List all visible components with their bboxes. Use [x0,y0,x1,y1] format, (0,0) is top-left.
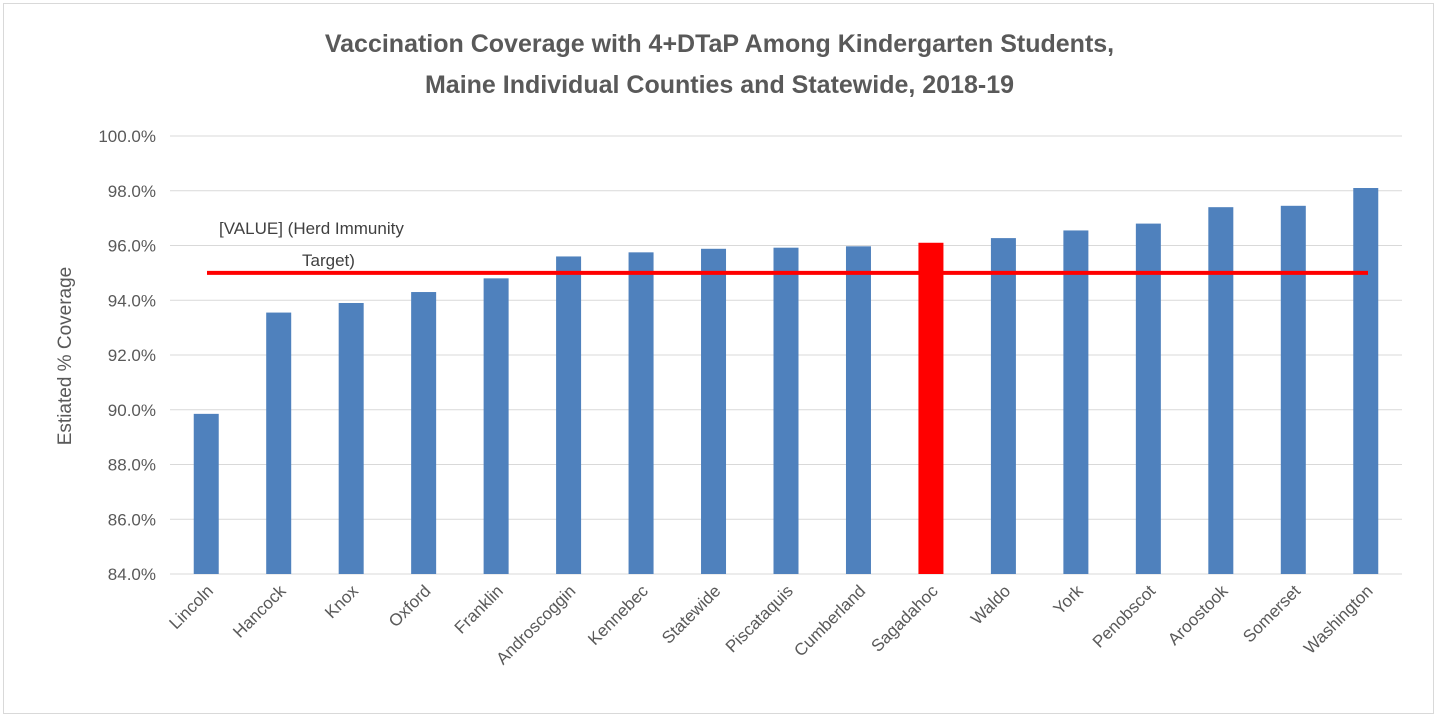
bar-cumberland [845,246,871,575]
x-tick-label-lincoln: Lincoln [166,581,218,633]
y-tick-label: 90.0% [108,401,156,420]
x-tick-label-somerset: Somerset [1239,581,1304,646]
bar-waldo [990,238,1016,574]
bar-androscoggin [556,256,582,574]
chart-title-line-1: Vaccination Coverage with 4+DTaP Among K… [324,30,1115,58]
y-tick-label: 96.0% [108,237,156,256]
bar-washington [1353,188,1379,574]
y-tick-label: 100.0% [98,127,156,146]
x-tick-label-piscataquis: Piscataquis [722,581,797,656]
bar-franklin [483,278,509,574]
x-tick-label-franklin: Franklin [451,581,507,637]
x-tick-label-oxford: Oxford [385,581,435,631]
y-tick-label: 88.0% [108,456,156,475]
x-axis-category-labels: Lincoln Hancock Knox Oxford FranklinAndrosco… [166,581,1377,668]
y-tick-label: 98.0% [108,182,156,201]
bar-lincoln [193,413,219,574]
y-tick-label: 84.0% [108,565,156,584]
x-tick-label-waldo: Waldo [967,581,1014,628]
bar-statewide [701,248,727,574]
target-label-line-1: [VALUE] (Herd Immunity [219,219,404,238]
x-tick-label-kennebec: Kennebec [584,581,652,649]
bar-hancock [266,312,292,574]
x-tick-label-aroostook: Aroostook [1164,581,1232,649]
x-tick-label-hancock: Hancock [229,581,290,642]
bar-penobscot [1135,223,1161,574]
y-tick-label: 94.0% [108,291,156,310]
x-tick-label-statewide: Statewide [658,581,724,647]
target-label-line-2: Target) [302,251,355,270]
y-axis-ticks: 84.0% 86.0% 88.0% 90.0% 92.0% 94.0% 96.0% 98.0%… [98,127,156,584]
chart-title-line-2: Maine Individual Counties and Statewide,… [424,71,1015,99]
y-tick-label: 86.0% [108,510,156,529]
bar-sagadahoc [918,242,944,574]
bar-aroostook [1208,207,1234,575]
y-axis-label: Estiated % Coverage [55,267,76,446]
x-tick-label-sagadahoc: Sagadahoc [868,581,943,656]
x-tick-label-penobscot: Penobscot [1089,581,1159,651]
x-tick-label-cumberland: Cumberland [790,581,869,660]
x-tick-label-york: York [1050,581,1087,618]
bar-york [1063,230,1089,574]
x-tick-label-washington: Washington [1300,581,1376,657]
bar-knox [338,302,364,574]
bars [193,188,1379,575]
bar-oxford [411,292,437,574]
target-line-group: [VALUE] (Herd Immunity Target) [207,219,1368,275]
bar-kennebec [628,252,654,574]
bar-piscataquis [773,247,799,574]
y-tick-label: 92.0% [108,346,156,365]
bar-somerset [1280,205,1306,574]
x-tick-label-knox: Knox [321,581,362,622]
